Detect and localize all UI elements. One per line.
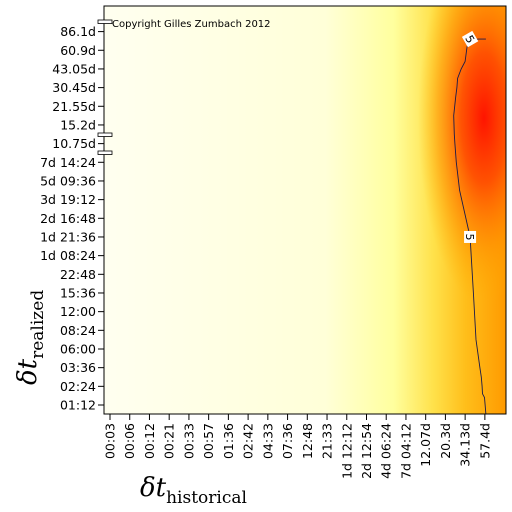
svg-text:δtrealized: δtrealized [13, 290, 48, 385]
y-tick-label: 1d 21:36 [40, 229, 96, 244]
contour-level-label: 5 [463, 233, 476, 240]
y-tick-label: 08:24 [60, 323, 96, 338]
left-edge-marks [97, 19, 113, 155]
y-tick-label: 02:24 [60, 379, 96, 394]
y-tick-label: 7d 14:24 [40, 155, 96, 170]
x-axis: 00:03 00:06 00:12 00:21 00:33 00:57 01:36 02:42… [103, 414, 492, 479]
x-tick-label: 00:06 [122, 423, 137, 459]
y-axis-title: δtrealized [13, 290, 48, 385]
x-tick-label: 04:33 [260, 423, 275, 459]
x-tick-label: 34.13d [458, 423, 473, 467]
x-tick-label: 01:36 [221, 423, 236, 459]
y-tick-label: 60.9d [60, 43, 96, 58]
plot-frame [103, 5, 507, 415]
y-tick-label: 86.1d [60, 24, 96, 39]
x-tick-label: 02:42 [241, 423, 256, 459]
y-tick-label: 2d 16:48 [40, 211, 96, 226]
contour-line [453, 38, 487, 414]
contour-label-background [464, 230, 477, 243]
x-tick-label: 2d 12:54 [359, 423, 374, 479]
x-tick-label: 12.07d [418, 423, 433, 467]
y-axis-subscript: realized [28, 290, 48, 359]
y-tick-label: 43.05d [52, 61, 96, 76]
copyright-text: Copyright Gilles Zumbach 2012 [112, 19, 271, 30]
contour-label-background [461, 30, 479, 48]
y-tick-label: 12:00 [60, 304, 96, 319]
x-tick-label: 00:03 [103, 423, 118, 459]
x-tick-label: 20.3d [438, 423, 453, 459]
x-axis-subscript: historical [166, 488, 247, 508]
y-tick-label: 5d 09:36 [40, 173, 96, 188]
y-tick-label: 06:00 [60, 341, 96, 356]
y-tick-label: 15.2d [60, 117, 96, 132]
x-tick-label: 4d 06:24 [379, 423, 394, 479]
x-tick-label: 00:12 [142, 423, 157, 459]
y-tick-label: 10.75d [52, 136, 96, 151]
y-tick-label: 3d 19:12 [40, 192, 96, 207]
x-tick-label: 7d 04:12 [398, 423, 413, 479]
x-tick-label: 00:33 [181, 423, 196, 459]
y-axis-symbol: δt [13, 358, 43, 385]
x-tick-label: 00:21 [162, 423, 177, 459]
y-tick-label: 22:48 [60, 267, 96, 282]
x-tick-label: 1d 12:12 [339, 423, 354, 479]
x-axis-symbol: δt [140, 473, 167, 503]
y-tick-label: 30.45d [52, 80, 96, 95]
y-tick-label: 15:36 [60, 285, 96, 300]
y-tick-label: 1d 08:24 [40, 248, 96, 263]
x-tick-label: 12:48 [300, 423, 315, 459]
x-tick-label: 00:57 [201, 423, 216, 459]
heatmap-area [104, 6, 506, 414]
y-tick-label: 01:12 [60, 398, 96, 413]
y-tick-label: 21.55d [52, 99, 96, 114]
x-tick-label: 21:33 [320, 423, 335, 459]
x-tick-label: 07:36 [280, 423, 295, 459]
svg-text:δthistorical: δthistorical [140, 473, 247, 508]
x-axis-title: δthistorical [140, 473, 247, 508]
y-axis: 01:12 02:24 03:36 06:00 08:24 12:00 15:36 22:48… [40, 24, 104, 413]
x-tick-label: 57.4d [477, 423, 492, 459]
y-tick-label: 03:36 [60, 360, 96, 375]
contour-labels: 55 [461, 30, 479, 243]
